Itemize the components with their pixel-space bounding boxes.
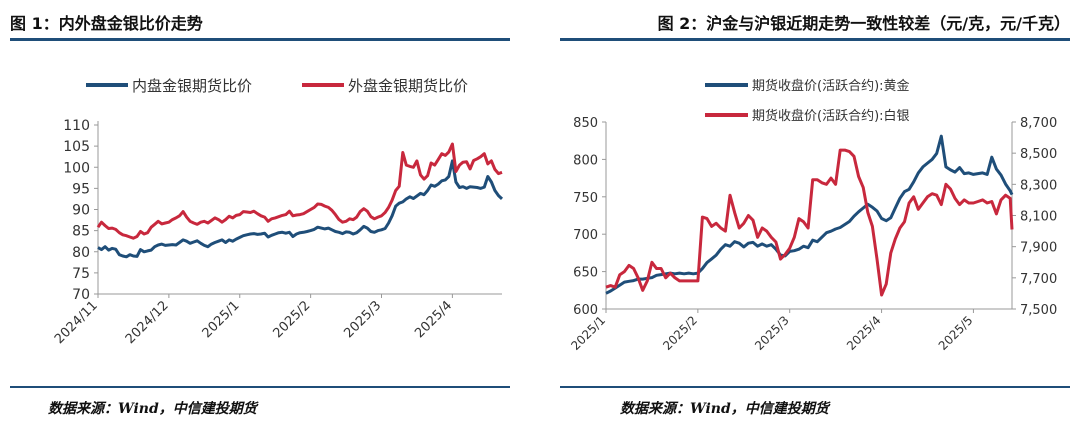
right-source-note: 数据来源：Wind，中信建投期货 [620, 401, 829, 417]
left-title-divider [10, 38, 510, 41]
right-chart-left-y-tick-label: 600 [573, 303, 598, 318]
left-y-tick-label: 85 [72, 224, 90, 240]
left-y-tick-label: 95 [72, 181, 90, 197]
right-legend-label-1: 期货收盘价(活跃合约):黄金 [752, 78, 910, 94]
left-source-divider [10, 386, 510, 388]
right-chart-left-y-tick-label: 850 [573, 116, 598, 131]
right-chart-x-tick-label: 2025/2 [660, 313, 700, 353]
right-chart-title: 图 2：沪金与沪银近期走势一致性较差（元/克，元/千克） [657, 14, 1070, 33]
right-chart-x-tick-label: 2025/4 [844, 313, 884, 353]
left-source-note: 数据来源：Wind，中信建投期货 [48, 401, 257, 417]
left-chart-title: 图 1：内外盘金银比价走势 [10, 14, 203, 33]
right-chart-right-y-tick-label: 8,100 [1020, 210, 1057, 225]
right-chart-x-tick-label: 2025/1 [568, 313, 608, 353]
left-series-line-1 [97, 159, 504, 259]
right-chart-right-y-tick-label: 8,300 [1020, 178, 1057, 193]
left-y-tick-label: 75 [72, 266, 90, 282]
left-legend-label-2: 外盘金银期货比价 [348, 77, 468, 95]
left-y-tick-label: 90 [72, 203, 90, 219]
left-y-tick-label: 110 [63, 118, 90, 134]
left-y-tick-label: 80 [72, 245, 90, 261]
left-series-line-2 [96, 142, 503, 240]
right-title-divider [560, 38, 1070, 41]
left-y-tick-label: 105 [63, 139, 90, 155]
left-y-tick-label: 100 [63, 160, 90, 176]
right-chart-x-tick-label: 2025/5 [936, 313, 976, 353]
right-source-divider [560, 386, 1070, 388]
right-chart-left-y-tick-label: 700 [573, 228, 598, 243]
right-series-line-1 [605, 134, 1014, 295]
right-chart-right-y-tick-label: 7,900 [1020, 241, 1057, 256]
right-chart-left-y-tick-label: 650 [573, 266, 598, 281]
right-chart-right-y-tick-label: 8,500 [1020, 147, 1057, 162]
right-chart-left-y-tick-label: 800 [573, 153, 598, 168]
left-y-tick-label: 70 [72, 287, 90, 303]
left-legend-label-1: 内盘金银期货比价 [132, 77, 252, 95]
right-legend-label-2: 期货收盘价(活跃合约):白银 [752, 108, 910, 124]
right-chart-right-y-tick-label: 7,700 [1020, 272, 1057, 287]
right-series-line-2 [605, 148, 1014, 297]
right-chart-right-y-tick-label: 8,700 [1020, 116, 1057, 131]
right-chart-right-y-tick-label: 7,500 [1020, 303, 1057, 318]
right-chart-left-y-tick-label: 750 [573, 191, 598, 206]
right-chart-x-tick-label: 2025/3 [752, 313, 792, 353]
